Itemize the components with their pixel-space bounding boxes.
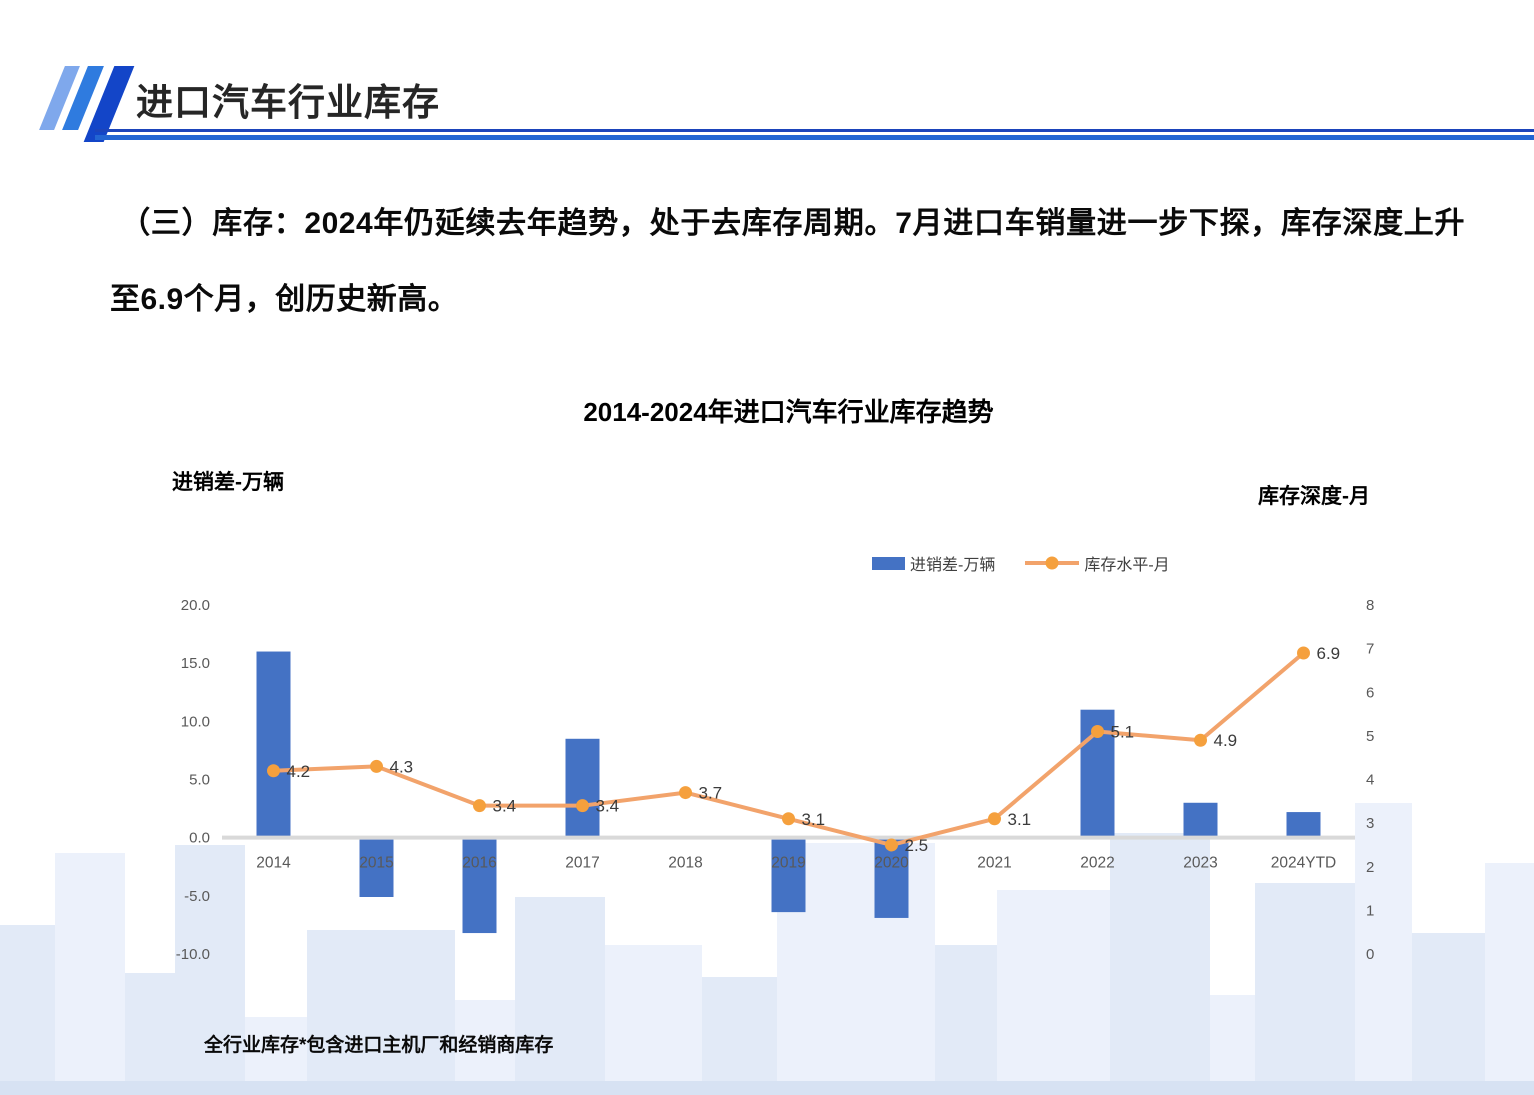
skyline-block [455,1000,515,1095]
line-marker-2018 [679,786,692,800]
value-label-2016: 3.4 [493,797,517,816]
right-axis-title: 库存深度-月 [1258,485,1370,508]
value-label-2018: 3.7 [699,784,723,803]
value-label-2019: 3.1 [802,810,826,829]
x-label-2016: 2016 [462,855,496,872]
x-label-2024YTD: 2024YTD [1271,855,1336,872]
line-marker-2014 [267,764,280,778]
skyline-block [997,890,1110,1095]
bar-2024YTD [1286,812,1321,838]
x-label-2014: 2014 [256,855,291,872]
line-marker-2023 [1194,733,1207,747]
left-axis-tick--5.0: -5.0 [184,888,210,905]
legend-bar-swatch [872,556,905,570]
legend-line-label: 库存水平-月 [1084,557,1170,574]
legend-item-bar: 进销差-万辆 [872,551,995,575]
left-axis-title: 进销差-万辆 [172,471,284,494]
skyline-base-strip [0,1081,1534,1095]
value-label-2021: 3.1 [1008,810,1032,829]
skyline-block [1355,803,1412,1095]
page-title: 进口汽车行业库存 [136,82,440,123]
skyline-block [935,945,997,1095]
skyline-block [125,973,175,1095]
line-marker-2021 [988,812,1001,826]
left-axis-tick-10.0: 10.0 [181,713,210,730]
bar-2023 [1183,802,1218,838]
x-label-2017: 2017 [565,855,599,872]
chart-title: 2014-2024年进口汽车行业库存趋势 [583,397,994,427]
x-label-2022: 2022 [1080,855,1114,872]
line-marker-2024YTD [1297,646,1310,660]
bar-2015 [359,837,394,897]
value-label-2015: 4.3 [390,757,414,776]
legend-line-marker-icon [1045,556,1059,570]
value-label-2024YTD: 6.9 [1317,644,1341,663]
left-axis-tick-15.0: 15.0 [181,655,210,672]
x-label-2021: 2021 [977,855,1011,872]
skyline-block [1210,995,1255,1095]
x-label-2019: 2019 [771,855,805,872]
skyline-block [1110,833,1210,1095]
skyline-block [702,977,777,1095]
x-label-2015: 2015 [359,855,393,872]
logo-stripes [30,66,140,144]
skyline-block [0,925,55,1095]
right-axis-tick-4: 4 [1366,772,1374,789]
left-axis-tick-20.0: 20.0 [181,597,210,614]
right-axis-tick-7: 7 [1366,641,1374,658]
right-axis-tick-1: 1 [1366,902,1374,919]
legend-bar-label: 进销差-万辆 [910,557,996,574]
value-label-2023: 4.9 [1214,731,1238,750]
value-label-2017: 3.4 [596,797,620,816]
right-axis-tick-2: 2 [1366,859,1374,876]
bar-2016 [462,837,497,934]
line-marker-2019 [782,812,795,826]
x-label-2023: 2023 [1183,855,1217,872]
skyline-block [1485,863,1534,1095]
right-axis-tick-8: 8 [1366,597,1374,614]
line-marker-2015 [370,759,383,773]
header-rule-light [95,135,1534,140]
left-axis-tick-5.0: 5.0 [189,772,210,789]
summary-text: （三）库存：2024年仍延续去年趋势，处于去库存周期。7月进口车销量进一步下探，… [110,207,1465,316]
line-marker-2020 [885,838,898,852]
skyline-block [515,897,605,1095]
skyline-background [0,675,1534,1095]
skyline-block [605,945,702,1095]
bar-2019 [771,837,806,913]
value-label-2014: 4.2 [287,762,311,781]
right-axis-tick-0: 0 [1366,946,1374,963]
header-rule-dark [95,129,1534,132]
skyline-block [55,853,125,1095]
bar-2017 [565,738,600,838]
x-label-2020: 2020 [874,855,909,872]
line-marker-2017 [576,799,589,813]
bar-2014 [256,651,291,838]
value-label-2020: 2.5 [905,836,929,855]
line-marker-2022 [1091,725,1104,739]
footnote: 全行业库存*包含进口主机厂和经销商库存 [204,1035,554,1056]
x-label-2018: 2018 [668,855,702,872]
skyline-block [1412,933,1485,1095]
right-axis-tick-3: 3 [1366,815,1374,832]
legend-item-line: 库存水平-月 [1025,551,1170,575]
chart-legend: 进销差-万辆 库存水平-月 [872,551,1170,575]
skyline-block [307,930,455,1095]
legend-line-swatch [1025,556,1080,570]
skyline-block [175,845,245,1095]
right-axis-tick-6: 6 [1366,684,1374,701]
left-axis-tick--10.0: -10.0 [176,946,210,963]
line-marker-2016 [473,799,486,813]
right-axis-tick-5: 5 [1366,728,1374,745]
left-axis-tick-0.0: 0.0 [189,830,210,847]
value-label-2022: 5.1 [1111,723,1135,742]
skyline-block [1255,883,1355,1095]
